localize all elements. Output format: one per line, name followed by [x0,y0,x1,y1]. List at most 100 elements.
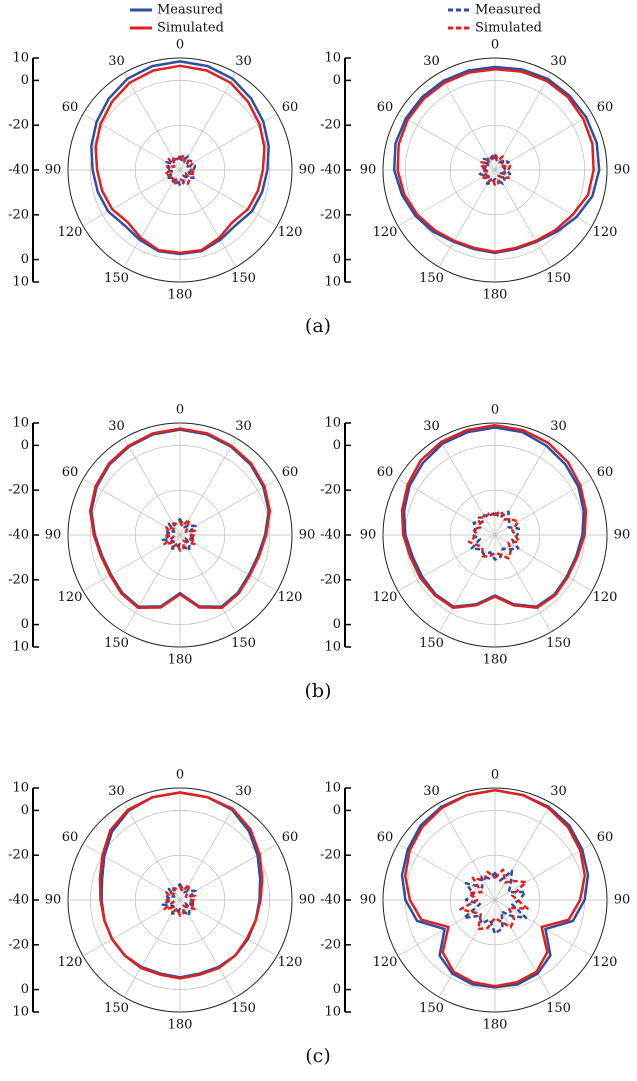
theta-tick-label: 120 [373,955,398,970]
pattern-line [459,868,529,931]
theta-tick-label: 150 [546,271,571,286]
r-tick-label: 0 [21,617,29,632]
legend-label: Simulated [157,21,224,36]
theta-tick-label: 90 [45,893,62,908]
r-tick-label: 10 [12,1005,29,1020]
theta-tick-label: 180 [168,1018,193,1033]
theta-tick-label: 120 [593,225,618,240]
r-tick-label: -20 [320,207,341,222]
r-tick-label: 10 [324,1005,341,1020]
pattern-line [403,788,587,988]
theta-tick-label: 180 [168,288,193,303]
r-tick-label: -20 [8,937,29,952]
theta-tick-label: 30 [550,784,567,799]
grid-spoke [179,802,237,901]
theta-tick-label: 90 [45,528,62,543]
grid-spoke [438,169,496,268]
caption: (a) [305,315,331,337]
theta-tick-label: 90 [360,893,377,908]
r-tick-label: 0 [333,438,341,453]
r-tick-label: 0 [21,803,29,818]
theta-tick-label: 150 [231,271,256,286]
r-tick-label: -20 [320,483,341,498]
r-tick-label: 10 [324,275,341,290]
pattern-line [396,67,595,254]
theta-tick-label: 0 [176,768,184,783]
grid-spoke [438,72,496,171]
pattern-line [163,153,197,185]
theta-tick-label: 120 [278,955,303,970]
theta-tick-label: 60 [282,100,299,115]
r-tick-label: 10 [12,640,29,655]
r-tick-label: -20 [320,118,341,133]
r-tick-label: 10 [12,781,29,796]
r-tick-label: -20 [320,848,341,863]
r-tick-label: 0 [21,982,29,997]
r-tick-label: -20 [320,937,341,952]
grid-spoke [438,899,496,998]
theta-tick-label: 60 [597,830,614,845]
grid-spoke [397,113,496,171]
r-tick-label: 0 [333,982,341,997]
grid-spoke [179,899,237,998]
r-tick-label: -20 [8,848,29,863]
theta-tick-label: 60 [62,100,79,115]
grid-spoke [494,113,593,171]
pattern-line [462,869,528,935]
theta-tick-label: 150 [419,636,444,651]
theta-tick-label: 150 [104,271,129,286]
theta-tick-label: 60 [597,100,614,115]
pattern-line [161,518,197,552]
theta-tick-label: 150 [546,636,571,651]
theta-tick-label: 120 [373,225,398,240]
r-tick-label: -40 [320,163,341,178]
grid-spoke [82,113,181,171]
caption: (b) [305,680,332,702]
grid-spoke [179,72,237,171]
theta-tick-label: 90 [299,893,316,908]
grid-spoke [82,169,181,227]
theta-tick-label: 90 [45,163,62,178]
r-tick-label: 0 [21,252,29,267]
theta-tick-label: 30 [108,784,125,799]
r-tick-label: 10 [12,51,29,66]
theta-tick-label: 60 [597,465,614,480]
legend-label: Measured [475,3,541,18]
grid-spoke [397,899,496,957]
theta-tick-label: 180 [483,653,508,668]
theta-tick-label: 60 [377,830,394,845]
theta-tick-label: 90 [614,163,631,178]
pattern-line [94,64,266,255]
theta-tick-label: 30 [423,419,440,434]
theta-tick-label: 120 [58,225,83,240]
theta-tick-label: 150 [546,1001,571,1016]
grid-spoke [494,899,593,957]
grid-spoke [397,843,496,901]
r-tick-label: -20 [8,118,29,133]
r-tick-label: -20 [8,207,29,222]
grid-spoke [494,843,593,901]
grid-spoke [438,437,496,536]
theta-tick-label: 0 [491,403,499,418]
grid-spoke [82,843,181,901]
theta-tick-label: 30 [235,419,252,434]
grid-spoke [123,534,181,633]
r-tick-label: -20 [320,572,341,587]
theta-tick-label: 90 [299,528,316,543]
theta-tick-label: 120 [58,955,83,970]
pattern-line [163,883,197,917]
theta-tick-label: 120 [278,225,303,240]
grid-spoke [494,72,552,171]
grid-spoke [397,169,496,227]
grid-spoke [494,899,552,998]
r-tick-label: 10 [324,640,341,655]
r-tick-label: 0 [21,73,29,88]
pattern-line [165,155,197,187]
pattern-line [88,427,272,609]
pattern-line [400,423,588,609]
theta-tick-label: 120 [593,955,618,970]
r-tick-label: 0 [21,438,29,453]
theta-tick-label: 30 [235,54,252,69]
r-tick-label: -20 [8,572,29,587]
theta-tick-label: 150 [231,1001,256,1016]
